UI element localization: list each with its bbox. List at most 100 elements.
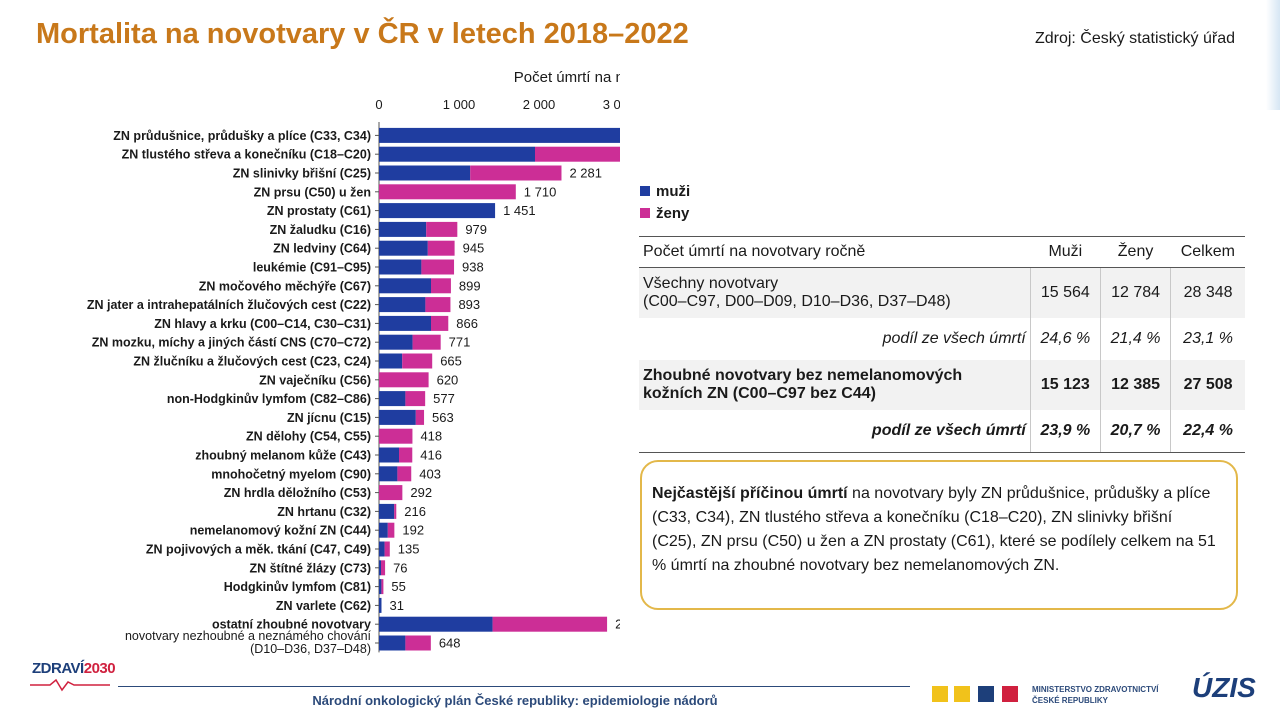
bar-segment-men <box>379 616 493 632</box>
bar-segment-women <box>425 297 451 313</box>
bar-segment-women <box>405 391 426 407</box>
bar-total-label: 292 <box>410 485 432 500</box>
bar-segment-women <box>421 259 455 275</box>
bar-segment-men <box>379 391 406 407</box>
bar-total-label: 866 <box>456 316 478 331</box>
bar-segment-women <box>431 315 449 331</box>
bar-segment-men <box>379 297 426 313</box>
table-header-women: Ženy <box>1100 236 1171 268</box>
bar-total-label: 563 <box>432 410 454 425</box>
zdravi-logo-word: ZDRAVÍ <box>32 660 84 677</box>
bar-total-label: 665 <box>440 354 462 369</box>
bar-total-label: 416 <box>420 448 442 463</box>
bar-segment-women <box>427 240 455 256</box>
table-row-all-neoplasms: Všechny novotvary (C00–C97, D00–D09, D10–… <box>639 267 1245 318</box>
row-malignant-total: 27 508 <box>1170 360 1245 410</box>
bar-total-label: 899 <box>459 278 481 293</box>
table-header-label: Počet úmrtí na novotvary ročně <box>639 236 1031 268</box>
ministry-of-health-logo: MINISTERSTVO ZDRAVOTNICTVÍ ČESKÉ REPUBLIK… <box>1032 684 1159 706</box>
bar-segment-women <box>384 541 390 557</box>
category-label: ZN varlete (C62) <box>276 599 371 613</box>
source-label: Zdroj: Český statistický úřad <box>1034 30 1235 47</box>
ministry-pictogram-icons <box>932 686 1018 702</box>
x-tick-label: 2 000 <box>523 97 556 112</box>
row-share-malignant-label: podíl ze všech úmrtí <box>639 410 1031 453</box>
bar-segment-women <box>394 503 397 519</box>
category-label: ZN štítné žlázy (C73) <box>249 561 371 575</box>
category-label: ZN žlučníku a žlučových cest (C23, C24) <box>133 355 371 369</box>
zdravi-logo-year: 2030 <box>83 660 116 677</box>
bar-segment-women <box>535 146 620 162</box>
bar-total-label: 1 710 <box>524 184 557 199</box>
bar-total-label: 31 <box>389 598 403 613</box>
bar-total-label: 216 <box>404 504 426 519</box>
bar-segment-women <box>415 409 425 425</box>
category-label: ZN žaludku (C16) <box>270 223 371 237</box>
category-label: ZN jater a intrahepatálních žlučových ce… <box>87 298 371 312</box>
bar-segment-men <box>379 503 395 519</box>
bar-segment-men <box>379 278 431 294</box>
zdravi-2030-logo: ZDRAVÍ2030 <box>32 660 116 677</box>
bar-segment-women <box>402 353 433 369</box>
table-row-malignant: Zhoubné novotvary bez nemelanomových kožn… <box>639 360 1245 410</box>
legend-swatch-women <box>640 208 650 218</box>
bar-segment-women <box>381 560 386 576</box>
bar-total-label: 577 <box>433 391 455 406</box>
category-label: ZN ledviny (C64) <box>273 242 371 256</box>
bar-segment-women <box>492 616 608 632</box>
category-label: ZN mozku, míchy a jiných částí CNS (C70–… <box>92 336 371 350</box>
bar-total-label: 135 <box>398 542 420 557</box>
bar-total-label: 55 <box>391 579 405 594</box>
category-label: ostatní zhoubné novotvary <box>212 618 371 632</box>
bar-total-label: 2 851 <box>615 617 620 632</box>
category-label: ZN dělohy (C54, C55) <box>246 430 371 444</box>
category-label: novotvary nezhoubné a neznámého chování(… <box>125 629 372 656</box>
bar-total-label: 979 <box>465 222 487 237</box>
bar-segment-men <box>379 240 428 256</box>
footer-divider <box>118 686 910 687</box>
ministry-logo-line2: ČESKÉ REPUBLIKY <box>1032 696 1109 705</box>
table-header-total: Celkem <box>1170 236 1245 268</box>
note-text: na novotvary byly ZN průdušnice, průdušk… <box>652 485 1216 574</box>
row-all-neoplasms-men: 15 564 <box>1029 267 1101 318</box>
bar-segment-men <box>379 597 382 613</box>
row-all-neoplasms-label-line1: Všechny novotvary <box>643 275 779 292</box>
row-share-all-total: 23,1 % <box>1170 318 1245 360</box>
row-share-malignant-women: 20,7 % <box>1099 410 1171 453</box>
bar-total-label: 192 <box>402 523 424 538</box>
bar-segment-men <box>379 165 471 181</box>
category-label: ZN hrdla děložního (C53) <box>224 486 371 500</box>
category-label: ZN hrtanu (C32) <box>277 505 371 519</box>
table-header-row: Počet úmrtí na novotvary ročně Muži Ženy… <box>639 236 1245 268</box>
bar-total-label: 2 281 <box>569 166 602 181</box>
row-all-neoplasms-total: 28 348 <box>1170 267 1245 318</box>
bar-segment-men <box>379 447 399 463</box>
row-share-malignant-men: 23,9 % <box>1029 410 1101 453</box>
bar-segment-women <box>426 221 458 237</box>
mortality-bar-chart: Počet úmrtí na novotvary ročně 0 1 000 2 0… <box>87 69 620 656</box>
category-label: mnohočetný myelom (C90) <box>211 467 371 481</box>
category-label: ZN prsu (C50) u žen <box>254 185 371 199</box>
row-all-neoplasms-label-line2: (C00–C97, D00–D09, D10–D36, D37–D48) <box>643 293 951 310</box>
row-all-neoplasms-women: 12 784 <box>1099 267 1171 318</box>
bar-total-label: 1 451 <box>503 203 536 218</box>
row-malignant-men: 15 123 <box>1029 360 1101 410</box>
category-label: Hodgkinův lymfom (C81) <box>224 580 371 594</box>
bar-segment-women <box>379 184 516 200</box>
note-lead: Nejčastější příčinou úmrtí <box>652 485 848 502</box>
row-share-all-men: 24,6 % <box>1029 318 1101 360</box>
bar-total-label: 938 <box>462 260 484 275</box>
category-label: ZN tlustého střeva a konečníku (C18–C20) <box>122 148 371 162</box>
category-label: ZN hlavy a krku (C00–C14, C30–C31) <box>154 317 371 331</box>
category-label: ZN pojivových a měk. tkání (C47, C49) <box>146 543 371 557</box>
bar-segment-men <box>379 635 406 651</box>
bar-segment-men <box>379 522 388 538</box>
table-header-men: Muži <box>1030 236 1101 268</box>
bar-segment-women <box>431 278 451 294</box>
page-title: Mortalita na novotvary v ČR v letech 201… <box>36 18 689 50</box>
bar-segment-men <box>379 221 427 237</box>
row-malignant-women: 12 385 <box>1099 360 1171 410</box>
x-tick-label: 1 000 <box>443 97 476 112</box>
category-label: zhoubný melanom kůže (C43) <box>195 449 371 463</box>
bar-total-label: 620 <box>437 372 459 387</box>
